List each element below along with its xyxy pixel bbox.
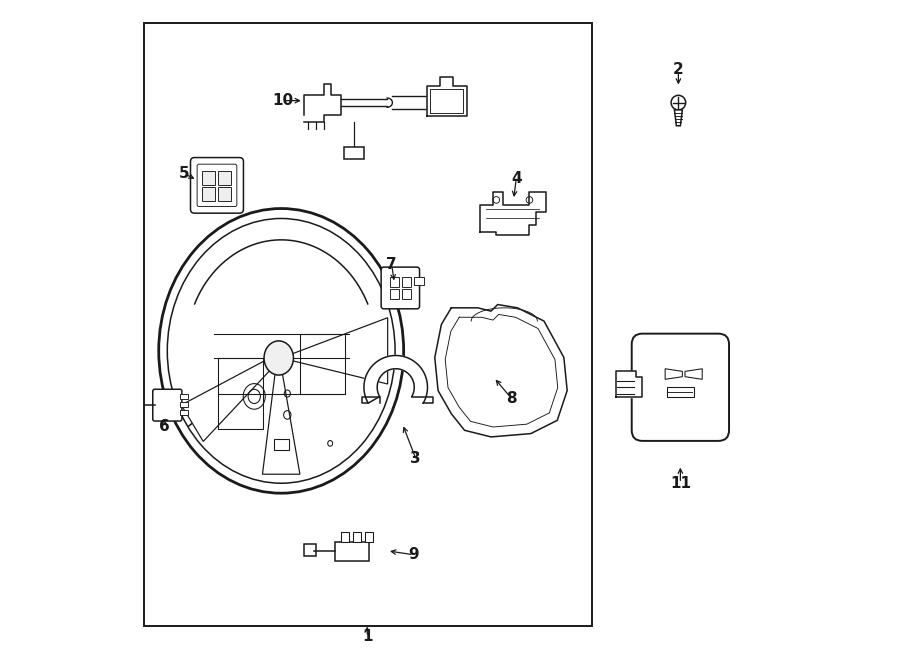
Polygon shape xyxy=(292,318,388,384)
Bar xyxy=(667,387,694,397)
Polygon shape xyxy=(263,375,300,474)
Bar xyxy=(336,542,369,561)
Bar xyxy=(218,187,231,201)
Bar xyxy=(180,410,188,415)
Polygon shape xyxy=(427,77,466,116)
Bar xyxy=(202,187,215,201)
Bar xyxy=(390,289,399,299)
Text: 3: 3 xyxy=(410,451,421,465)
Bar xyxy=(180,402,188,407)
Bar xyxy=(341,532,348,542)
Text: 10: 10 xyxy=(272,93,293,108)
FancyBboxPatch shape xyxy=(382,267,419,309)
Text: 11: 11 xyxy=(670,476,691,491)
Bar xyxy=(414,277,424,285)
Polygon shape xyxy=(181,361,269,442)
Bar xyxy=(344,147,364,159)
Text: 9: 9 xyxy=(409,547,419,562)
Polygon shape xyxy=(616,371,643,397)
Text: 2: 2 xyxy=(673,62,684,77)
Bar xyxy=(180,394,188,399)
FancyBboxPatch shape xyxy=(632,334,729,441)
Polygon shape xyxy=(364,355,428,403)
Polygon shape xyxy=(480,192,546,235)
Text: 6: 6 xyxy=(158,420,169,434)
Bar xyxy=(401,277,411,287)
Bar xyxy=(274,439,289,451)
Polygon shape xyxy=(674,110,682,126)
Text: 1: 1 xyxy=(362,630,373,644)
Ellipse shape xyxy=(264,341,293,375)
Text: 8: 8 xyxy=(507,391,517,406)
FancyBboxPatch shape xyxy=(191,158,244,213)
Polygon shape xyxy=(435,305,567,437)
Bar xyxy=(401,289,411,299)
Bar xyxy=(364,532,373,542)
Bar xyxy=(202,171,215,185)
Bar xyxy=(390,277,399,287)
Bar xyxy=(218,171,231,185)
Bar xyxy=(144,23,592,626)
Ellipse shape xyxy=(158,209,404,493)
Text: 5: 5 xyxy=(178,166,189,181)
Text: 7: 7 xyxy=(386,258,397,272)
Bar xyxy=(353,532,361,542)
Polygon shape xyxy=(304,84,341,122)
FancyBboxPatch shape xyxy=(153,389,182,421)
Ellipse shape xyxy=(671,95,686,110)
Bar xyxy=(304,544,316,556)
Text: 4: 4 xyxy=(511,171,521,186)
